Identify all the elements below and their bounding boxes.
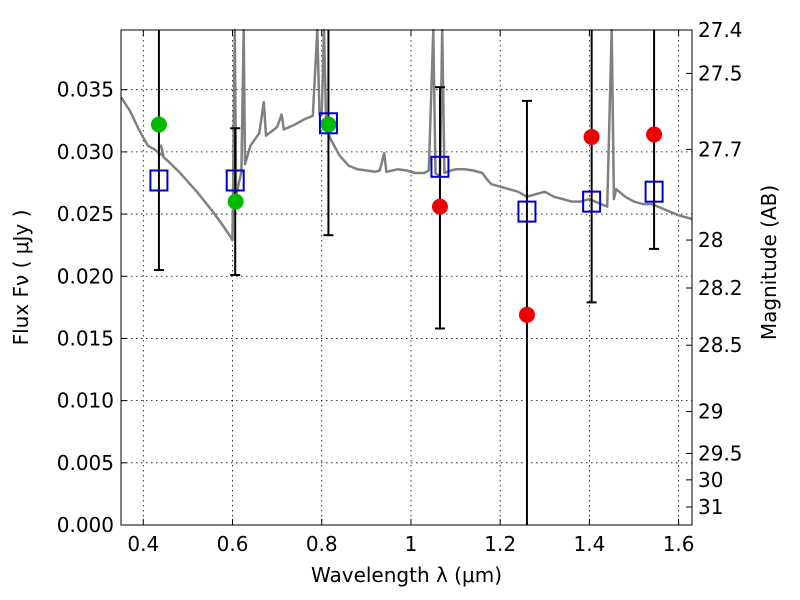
y-tick-label: 0.000 <box>57 513 114 537</box>
mag-tick-label: 30 <box>698 468 723 492</box>
red-point <box>646 126 663 143</box>
green-point <box>320 116 337 133</box>
template-sed-line <box>119 28 693 242</box>
x-tick-label: 0.8 <box>306 532 338 556</box>
x-tick-label: 1.6 <box>663 532 695 556</box>
green-point <box>150 116 167 133</box>
y-tick-label: 0.020 <box>57 264 114 288</box>
mag-tick-label: 27.7 <box>698 137 743 161</box>
observed-square <box>149 169 169 192</box>
x-tick-label: 1.4 <box>573 532 605 556</box>
right-axis-title: Magnitude (AB) <box>757 185 781 340</box>
y-tick-label: 0.010 <box>57 389 114 413</box>
mag-tick-label: 28 <box>698 228 723 252</box>
observed-square <box>517 200 537 223</box>
x-tick-label: 0.6 <box>217 532 249 556</box>
mag-tick-label: 27.5 <box>698 61 743 85</box>
y-tick-label: 0.025 <box>57 202 114 226</box>
mag-tick-label: 28.2 <box>698 276 743 300</box>
y-tick-label: 0.015 <box>57 326 114 350</box>
red-point <box>518 306 535 323</box>
observed-square <box>318 112 338 135</box>
grid <box>121 30 692 525</box>
y-tick-label: 0.030 <box>57 140 114 164</box>
mag-tick-label: 31 <box>698 495 723 519</box>
errorbar-layer <box>153 30 660 525</box>
y-tick-label: 0.005 <box>57 451 114 475</box>
mag-tick-label: 29.5 <box>698 441 743 465</box>
mag-tick-label: 29 <box>698 400 723 424</box>
red-point <box>583 128 600 145</box>
mag-tick-label: 27.4 <box>698 18 743 42</box>
y-axis-title: Flux Fν ( μJy ) <box>9 210 33 346</box>
x-tick-label: 0.4 <box>127 532 159 556</box>
mag-tick-label: 28.5 <box>698 333 743 357</box>
green-point <box>227 193 244 210</box>
x-tick-label: 1 <box>405 532 418 556</box>
x-axis-title: Wavelength λ (μm) <box>311 563 502 587</box>
observed-square <box>225 169 245 192</box>
red-point <box>431 198 448 215</box>
observed-square <box>582 190 602 213</box>
y-tick-label: 0.035 <box>57 78 114 102</box>
plot-frame <box>120 29 693 526</box>
marker-layer <box>149 112 664 323</box>
x-tick-label: 1.2 <box>484 532 516 556</box>
observed-square <box>430 155 450 178</box>
observed-square <box>644 180 664 203</box>
template-sed-layer <box>119 28 693 242</box>
tick-layer: 0.4 0.6 0.8 1 1.2 1.4 1.6 0.000 0.005 0.010 0.015 0… <box>57 18 743 556</box>
